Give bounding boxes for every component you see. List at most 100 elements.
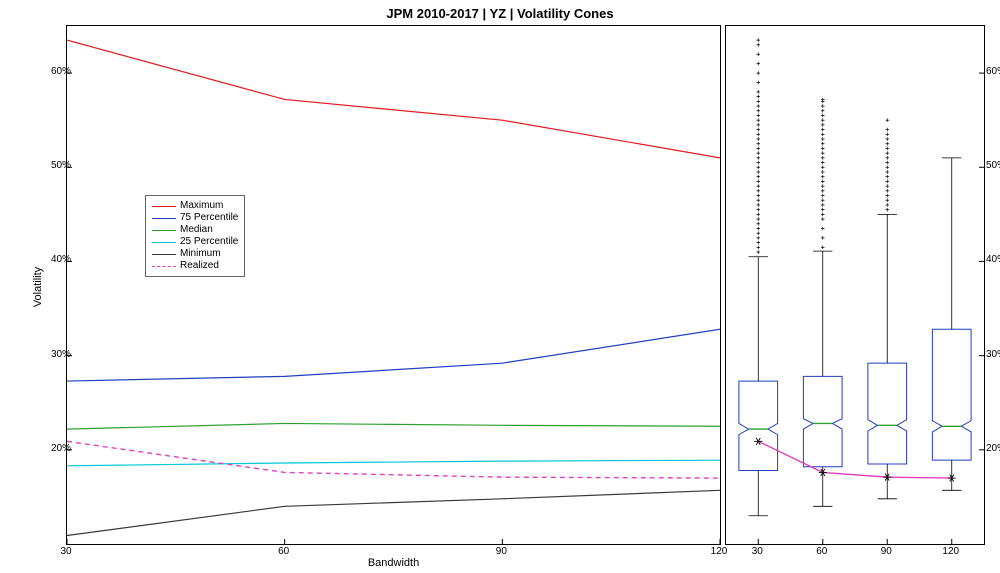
outlier-marker — [821, 213, 825, 217]
series-median — [67, 423, 720, 429]
outlier-marker — [821, 194, 825, 198]
outlier-marker — [756, 100, 760, 104]
outlier-marker — [885, 170, 889, 174]
outlier-marker — [821, 156, 825, 160]
outlier-marker — [756, 231, 760, 235]
box-120 — [932, 329, 971, 460]
outlier-marker — [821, 161, 825, 165]
outlier-marker — [885, 189, 889, 193]
outlier-marker — [821, 180, 825, 184]
outlier-marker — [821, 118, 825, 122]
outlier-marker — [756, 227, 760, 231]
outlier-marker — [756, 203, 760, 207]
outlier-marker — [756, 71, 760, 75]
legend-row-median: Median — [152, 224, 238, 236]
outlier-marker — [885, 161, 889, 165]
outlier-marker — [821, 104, 825, 108]
outlier-marker — [885, 128, 889, 132]
outlier-marker — [821, 203, 825, 207]
legend-label-minimum: Minimum — [180, 248, 221, 260]
outlier-marker — [756, 151, 760, 155]
legend-label-realized: Realized — [180, 260, 219, 272]
outlier-marker — [885, 133, 889, 137]
outlier-marker — [821, 198, 825, 202]
series-realized — [67, 441, 720, 478]
outlier-marker — [756, 81, 760, 85]
legend-swatch-p75 — [152, 218, 176, 219]
legend-row-realized: Realized — [152, 260, 238, 272]
outlier-marker — [756, 62, 760, 66]
outlier-marker — [756, 165, 760, 169]
line-chart-svg — [67, 26, 720, 544]
outlier-marker — [756, 114, 760, 118]
outlier-marker — [821, 133, 825, 137]
left-xtick-label: 90 — [491, 546, 511, 557]
chart-title: JPM 2010-2017 | YZ | Volatility Cones — [0, 6, 1000, 21]
outlier-marker — [885, 142, 889, 146]
outlier-marker — [821, 98, 825, 102]
legend-swatch-minimum — [152, 254, 176, 255]
outlier-marker — [885, 156, 889, 160]
outlier-marker — [821, 184, 825, 188]
outlier-marker — [885, 147, 889, 151]
left-ytick-label: 20% — [31, 443, 71, 454]
series-minimum — [67, 490, 720, 535]
left-xtick-label: 30 — [56, 546, 76, 557]
outlier-marker — [885, 165, 889, 169]
outlier-marker — [756, 104, 760, 108]
outlier-marker — [885, 151, 889, 155]
box-30 — [739, 381, 778, 470]
outlier-marker — [756, 170, 760, 174]
right-ytick-label: 40% — [986, 254, 1000, 265]
legend-row-p75: 75 Percentile — [152, 212, 238, 224]
outlier-marker — [756, 217, 760, 221]
outlier-marker — [756, 184, 760, 188]
outlier-marker — [756, 198, 760, 202]
outlier-marker — [756, 90, 760, 94]
outlier-marker — [756, 123, 760, 127]
outlier-marker — [885, 180, 889, 184]
outlier-marker — [756, 156, 760, 160]
legend-label-maximum: Maximum — [180, 200, 223, 212]
outlier-marker — [756, 142, 760, 146]
outlier-marker — [756, 161, 760, 165]
outlier-marker — [756, 236, 760, 240]
legend-swatch-p25 — [152, 242, 176, 243]
outlier-marker — [821, 208, 825, 212]
legend-row-minimum: Minimum — [152, 248, 238, 260]
box-90 — [868, 363, 907, 464]
outlier-marker — [756, 180, 760, 184]
left-ytick-label: 40% — [31, 254, 71, 265]
outlier-marker — [756, 246, 760, 250]
outlier-marker — [821, 114, 825, 118]
outlier-marker — [756, 137, 760, 141]
outlier-marker — [821, 227, 825, 231]
left-ytick-label: 50% — [31, 160, 71, 171]
chart-legend: Maximum75 PercentileMedian25 PercentileM… — [145, 195, 245, 277]
outlier-marker — [885, 198, 889, 202]
outlier-marker — [756, 109, 760, 113]
right-xtick-label: 30 — [745, 546, 769, 557]
right-ytick-label: 20% — [986, 443, 1000, 454]
outlier-marker — [885, 208, 889, 212]
outlier-marker — [885, 184, 889, 188]
outlier-marker — [756, 189, 760, 193]
legend-label-median: Median — [180, 224, 213, 236]
legend-swatch-maximum — [152, 206, 176, 207]
outlier-marker — [756, 250, 760, 254]
outlier-marker — [756, 208, 760, 212]
outlier-marker — [885, 118, 889, 122]
outlier-marker — [756, 175, 760, 179]
outlier-marker — [821, 189, 825, 193]
legend-swatch-realized — [152, 266, 176, 267]
boxplot-realized-line — [758, 441, 952, 478]
series-p25 — [67, 460, 720, 466]
right-ytick-label: 60% — [986, 66, 1000, 77]
outlier-marker — [821, 109, 825, 113]
outlier-marker — [756, 147, 760, 151]
series-maximum — [67, 40, 720, 158]
right-ytick-label: 30% — [986, 349, 1000, 360]
outlier-marker — [821, 165, 825, 169]
outlier-marker — [821, 128, 825, 132]
left-ytick-label: 60% — [31, 66, 71, 77]
